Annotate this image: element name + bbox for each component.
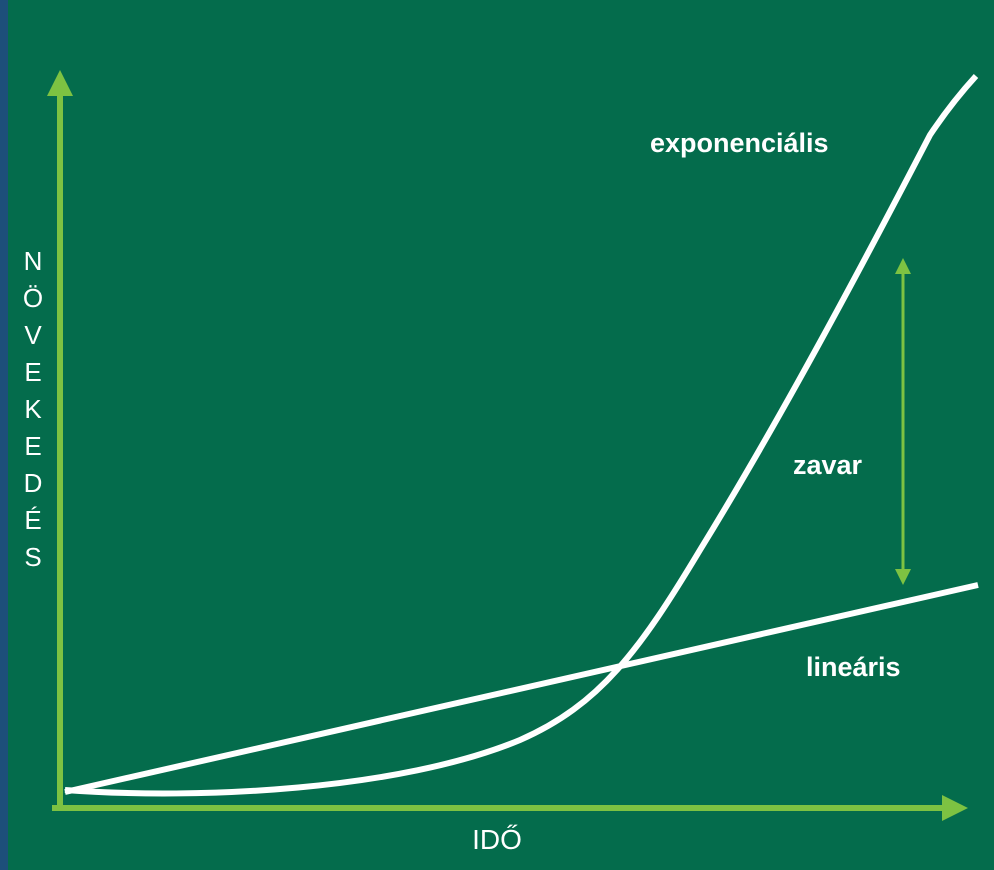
curve-label: lineáris bbox=[806, 652, 901, 682]
axes bbox=[52, 92, 945, 811]
linear-curve bbox=[64, 582, 979, 795]
gap-label: zavar bbox=[793, 450, 863, 480]
x-axis-arrow bbox=[942, 795, 968, 821]
exponential-curve bbox=[64, 73, 979, 797]
x-axis-label: IDŐ bbox=[472, 824, 522, 855]
edge-strip bbox=[0, 0, 8, 870]
y-axis-arrow bbox=[47, 70, 73, 96]
y-axis-label: NÖVEKEDÉS bbox=[18, 246, 48, 579]
gap-arrow-head bbox=[895, 569, 911, 585]
gap-arrow-head bbox=[895, 258, 911, 274]
curve-label: exponenciális bbox=[650, 128, 829, 158]
